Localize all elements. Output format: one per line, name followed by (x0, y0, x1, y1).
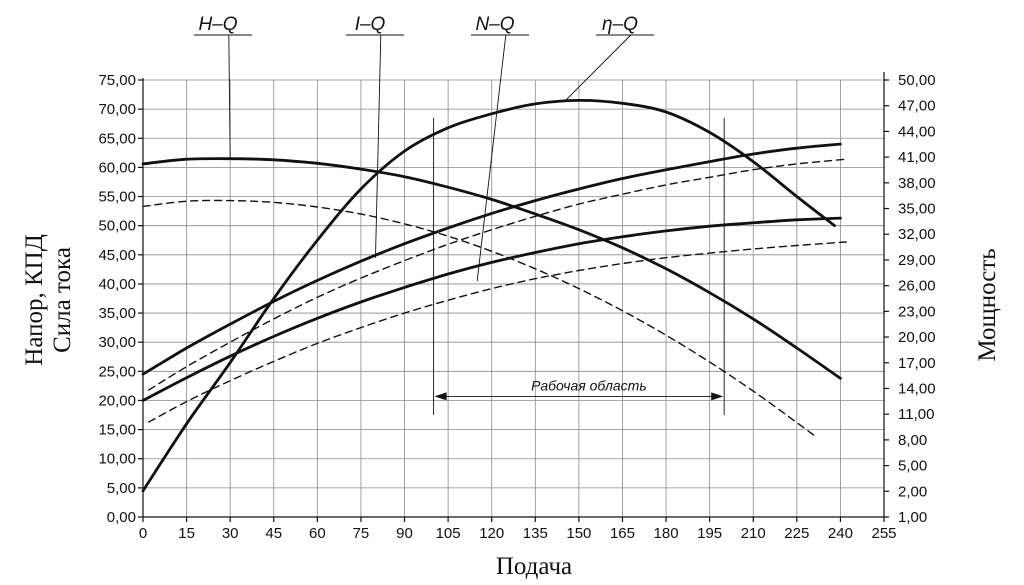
y-left-tick-label: 10,00 (98, 451, 136, 468)
x-tick-label: 255 (871, 525, 896, 542)
y-right-tick-label: 38,00 (898, 175, 936, 192)
y-right-tick-label: 2,00 (898, 483, 927, 500)
y-left-tick-label: 0,00 (107, 509, 136, 526)
y-right-tick-label: 26,00 (898, 278, 936, 295)
series-line-solid-2 (141, 142, 842, 376)
y-left-tick-label: 60,00 (98, 159, 136, 176)
y-left-tick-label: 65,00 (98, 130, 136, 147)
series-line-solid-0 (141, 157, 842, 380)
x-tick-label: 210 (741, 525, 766, 542)
curve-label: N–Q (475, 14, 514, 35)
x-tick-label: 150 (566, 525, 591, 542)
x-tick-label: 45 (265, 525, 282, 542)
series-line-solid-4 (141, 216, 842, 402)
y-right-tick-label: 5,00 (898, 458, 927, 475)
y-left-tick-label: 55,00 (98, 189, 136, 206)
y-right-tick-label: 50,00 (898, 72, 936, 89)
curve-label-leader (228, 34, 231, 159)
y-right-tick-label: 1,00 (898, 509, 927, 526)
y-left-tick-label: 40,00 (98, 276, 136, 293)
y-left-tick-label: 75,00 (98, 72, 136, 89)
curve-labels: H–Q I–Q N–Q η–Q (194, 14, 654, 282)
working-area: Рабочая область (433, 117, 725, 416)
x-tick-label: 135 (523, 525, 548, 542)
x-tick-labels: 0 15 30 45 60 75 90 105 120 135 150 165 180 195 210 225… (139, 525, 897, 542)
y-left-tick-label: 25,00 (98, 363, 136, 380)
y-left-axis-title-1: Напор, КПД (21, 234, 48, 365)
y-left-axis-title-2: Сила тока (49, 247, 76, 353)
y-left-tick-label: 35,00 (98, 305, 136, 322)
series-line-dashed-1 (142, 199, 818, 439)
y-left-tick-label: 30,00 (98, 334, 136, 351)
curve-label-leader (476, 34, 507, 282)
grid (142, 79, 885, 518)
working-area-arrowhead-right (711, 392, 724, 401)
x-tick-label: 30 (222, 525, 239, 542)
y-left-tick-label: 70,00 (98, 101, 136, 118)
x-tick-label: 90 (396, 525, 413, 542)
y-right-tick-label: 11,00 (898, 406, 934, 423)
y-right-tick-label: 29,00 (898, 252, 936, 269)
x-tick-label: 0 (139, 525, 147, 542)
y-right-tick-label: 35,00 (898, 201, 936, 218)
y-left-tick-label: 15,00 (98, 422, 136, 439)
curve-label-leader (564, 34, 632, 102)
curve-label: I–Q (355, 14, 386, 35)
curve-label: η–Q (602, 14, 638, 35)
x-tick-label: 240 (828, 525, 853, 542)
y-right-tick-label: 20,00 (898, 329, 936, 346)
x-tick-label: 165 (610, 525, 635, 542)
series-line-solid-6 (141, 98, 836, 493)
y-right-tick-label: 14,00 (898, 380, 936, 397)
series-line-dashed-5 (148, 241, 847, 423)
y-right-tick-label: 32,00 (898, 226, 936, 243)
y-right-tick-labels: 1,00 2,00 5,00 8,00 11,00 14,00 17,00 20,00 23,0… (898, 72, 936, 526)
y-left-tick-labels: 0,00 5,00 10,00 15,00 20,00 25,00 30,00 35,00 40… (98, 72, 136, 526)
x-tick-label: 75 (353, 525, 370, 542)
curve-label: H–Q (198, 14, 237, 35)
y-right-tick-label: 23,00 (898, 303, 936, 320)
working-area-arrowhead-left (434, 392, 447, 401)
x-tick-label: 195 (697, 525, 722, 542)
series-lines (141, 98, 847, 493)
x-tick-label: 120 (479, 525, 504, 542)
y-left-tick-label: 50,00 (98, 218, 136, 235)
x-tick-label: 15 (178, 525, 195, 542)
series-line-dashed-3 (148, 158, 847, 391)
y-right-tick-label: 17,00 (898, 355, 936, 372)
x-tick-label: 60 (309, 525, 326, 542)
y-right-tick-label: 47,00 (898, 98, 936, 115)
axes (138, 72, 889, 522)
x-tick-label: 225 (784, 525, 809, 542)
y-right-tick-label: 8,00 (898, 432, 927, 449)
x-tick-label: 180 (654, 525, 679, 542)
y-left-tick-label: 45,00 (98, 247, 136, 264)
y-right-tick-label: 41,00 (898, 149, 936, 166)
y-left-tick-label: 20,00 (98, 392, 136, 409)
x-axis-title: Подача (496, 553, 572, 580)
y-right-tick-label: 44,00 (898, 123, 936, 140)
x-tick-label: 105 (436, 525, 461, 542)
y-left-tick-label: 5,00 (107, 480, 136, 497)
working-area-label: Рабочая область (531, 377, 647, 393)
y-right-axis-title: Мощность (974, 248, 1001, 361)
curve-label-leader (375, 34, 382, 258)
